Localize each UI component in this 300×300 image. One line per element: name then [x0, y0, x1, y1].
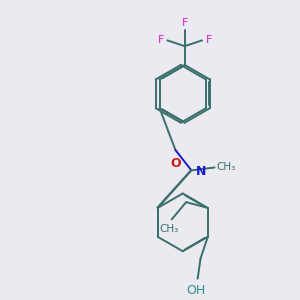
Text: O: O [170, 158, 181, 170]
Text: F: F [206, 35, 212, 45]
Text: F: F [182, 18, 188, 28]
Text: F: F [158, 35, 164, 45]
Text: CH₃: CH₃ [160, 224, 179, 234]
Text: CH₃: CH₃ [217, 163, 236, 172]
Text: OH: OH [187, 284, 206, 298]
Text: N: N [196, 165, 206, 178]
